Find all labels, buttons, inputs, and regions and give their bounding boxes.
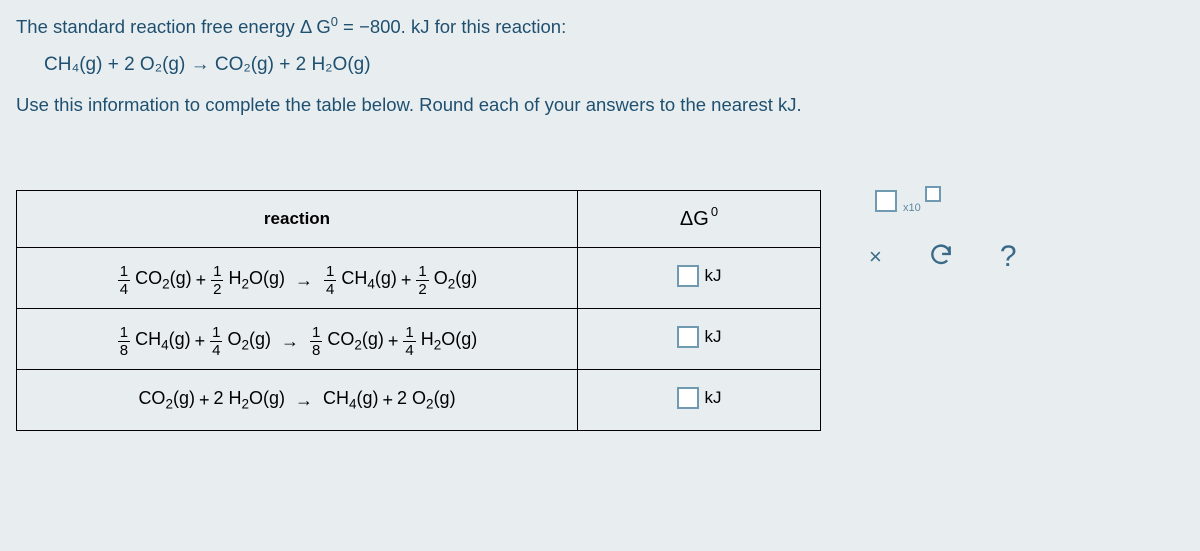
scientific-notation-button[interactable]: x10 [875, 190, 941, 212]
reaction-cell: CO2(g) + 2 H2O(g)→CH4(g) + 2 O2(g) [17, 370, 578, 431]
reaction-cell: 14CO2(g) + 12H2O(g)→14CH4(g) + 12O2(g) [17, 248, 578, 309]
reaction-cell: 18CH4(g) + 14O2(g)→18CO2(g) + 14H2O(g) [17, 309, 578, 370]
prompt-text-1a: The standard reaction free energy [16, 16, 300, 37]
help-icon[interactable]: ? [1000, 240, 1017, 274]
unit-label: kJ [705, 388, 722, 408]
keypad: x10 × ? [861, 190, 1111, 302]
prompt-text-1b: for this reaction: [435, 16, 567, 37]
answer-input[interactable] [677, 326, 699, 348]
reaction-table: reaction ΔG 0 14CO2(g) + 12H2O(g)→14CH4(… [16, 190, 821, 431]
unit-label: kJ [705, 266, 722, 286]
prompt-line-2: Use this information to complete the tab… [16, 94, 1184, 116]
delta-g-symbol: Δ G0 = [300, 16, 359, 37]
answer-cell[interactable]: kJ [578, 248, 821, 309]
header-reaction: reaction [17, 191, 578, 248]
reset-icon[interactable] [928, 242, 954, 273]
close-icon[interactable]: × [869, 244, 882, 270]
delta-g-value: −800. kJ [359, 16, 429, 37]
answer-cell[interactable]: kJ [578, 370, 821, 431]
header-delta-g: ΔG 0 [578, 191, 821, 248]
answer-cell[interactable]: kJ [578, 309, 821, 370]
answer-input[interactable] [677, 387, 699, 409]
unit-label: kJ [705, 327, 722, 347]
answer-input[interactable] [677, 265, 699, 287]
main-equation: CH₄(g) + 2 O₂(g) → CO₂(g) + 2 H₂O(g) [44, 54, 1184, 76]
prompt-line-1: The standard reaction free energy Δ G0 =… [16, 14, 1184, 38]
